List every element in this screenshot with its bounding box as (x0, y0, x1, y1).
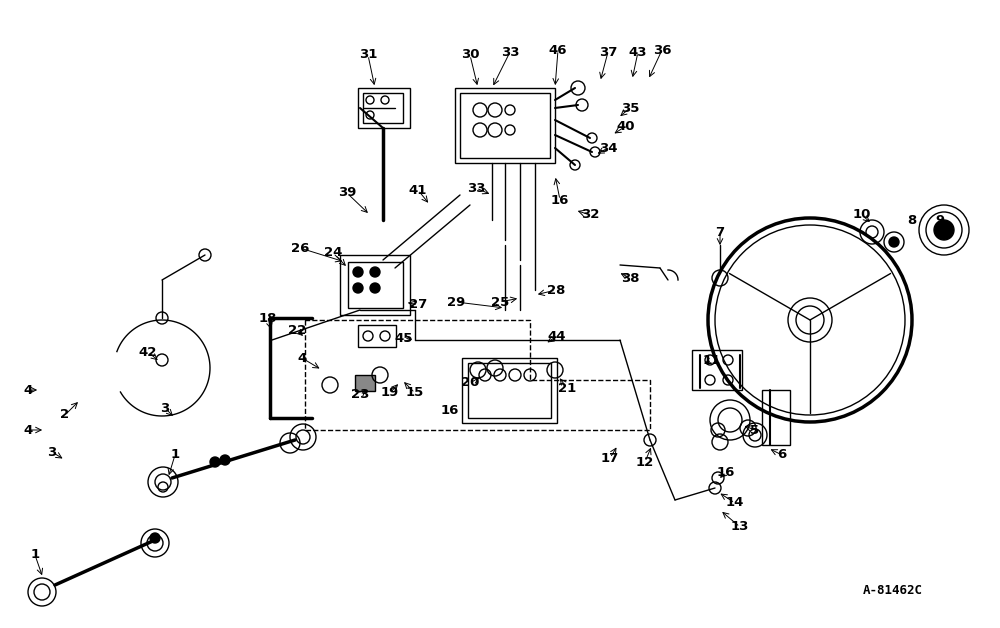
Text: 4: 4 (297, 352, 307, 364)
Text: 7: 7 (715, 225, 725, 239)
Text: 4: 4 (23, 384, 33, 396)
Text: 27: 27 (409, 298, 427, 311)
Bar (358, 88, 410, 128)
Bar (355, 375, 375, 391)
Text: 11: 11 (703, 354, 721, 367)
Text: 21: 21 (558, 381, 576, 394)
Text: 2: 2 (60, 408, 70, 421)
Circle shape (150, 533, 160, 543)
Text: 29: 29 (447, 296, 465, 308)
Text: 42: 42 (139, 345, 157, 359)
Text: 41: 41 (409, 183, 427, 197)
Text: 3: 3 (47, 445, 57, 458)
Text: 38: 38 (621, 271, 639, 284)
Text: 12: 12 (636, 455, 654, 468)
Text: 17: 17 (601, 452, 619, 465)
Circle shape (370, 267, 380, 277)
Text: 36: 36 (653, 43, 671, 57)
Bar (358, 325, 396, 347)
Bar (340, 255, 410, 315)
Text: 43: 43 (629, 45, 647, 58)
Text: 18: 18 (259, 311, 277, 325)
Text: 28: 28 (547, 283, 565, 296)
Text: 20: 20 (461, 377, 479, 389)
Text: 10: 10 (853, 208, 871, 222)
Bar (363, 93, 403, 123)
Circle shape (370, 283, 380, 293)
Circle shape (889, 237, 899, 247)
Bar (692, 350, 742, 390)
Text: 19: 19 (381, 386, 399, 399)
Text: 13: 13 (731, 521, 749, 534)
Text: 9: 9 (935, 214, 945, 227)
Text: A-81462C: A-81462C (863, 583, 923, 597)
Bar (460, 93, 550, 158)
Text: 26: 26 (291, 242, 309, 254)
Text: 8: 8 (907, 214, 917, 227)
Circle shape (353, 283, 363, 293)
Text: 40: 40 (617, 119, 635, 133)
Text: 16: 16 (717, 465, 735, 479)
Text: 16: 16 (441, 404, 459, 416)
Text: 39: 39 (338, 187, 356, 200)
Text: 6: 6 (777, 448, 787, 462)
Text: 14: 14 (726, 497, 744, 509)
Circle shape (210, 457, 220, 467)
Text: 44: 44 (548, 330, 566, 342)
Bar (468, 363, 551, 418)
Text: 33: 33 (501, 45, 519, 58)
Text: 35: 35 (621, 102, 639, 114)
Text: 3: 3 (160, 401, 170, 414)
Text: 33: 33 (467, 181, 485, 195)
Text: 37: 37 (599, 45, 617, 58)
Bar (455, 88, 555, 163)
Text: 32: 32 (581, 208, 599, 222)
Text: 1: 1 (30, 548, 40, 561)
Bar (462, 358, 557, 423)
Text: 25: 25 (491, 296, 509, 308)
Text: 34: 34 (599, 141, 617, 154)
Text: 45: 45 (395, 332, 413, 345)
Text: 15: 15 (406, 386, 424, 399)
Text: 46: 46 (549, 43, 567, 57)
Circle shape (220, 455, 230, 465)
Text: 24: 24 (324, 247, 342, 259)
Text: 23: 23 (351, 389, 369, 401)
Text: 16: 16 (551, 193, 569, 207)
Text: 22: 22 (288, 323, 306, 337)
Text: 1: 1 (170, 448, 180, 462)
Text: 31: 31 (359, 48, 377, 62)
Bar (762, 390, 790, 445)
Text: 30: 30 (461, 48, 479, 62)
Bar (348, 262, 403, 308)
Text: 5: 5 (750, 423, 760, 436)
Text: 4: 4 (23, 423, 33, 436)
Circle shape (934, 220, 954, 240)
Circle shape (353, 267, 363, 277)
